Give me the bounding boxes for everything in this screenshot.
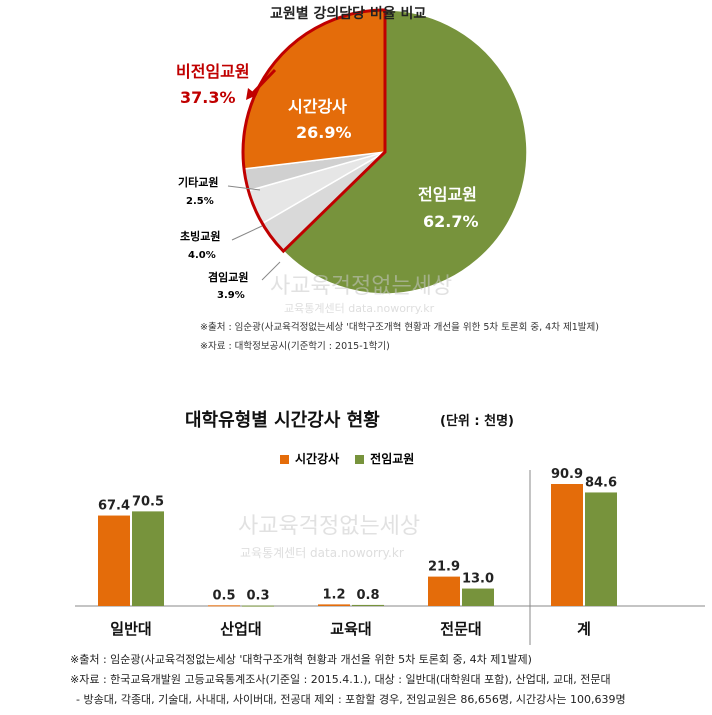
bar-title: 대학유형별 시간강사 현황 <box>185 410 380 431</box>
slice-label-part-time: 시간강사 <box>288 97 347 116</box>
bar-3-0 <box>428 576 460 606</box>
leader-line-2 <box>261 261 281 281</box>
legend: 시간강사 전임교원 <box>280 452 414 466</box>
bar-3-1 <box>462 588 494 606</box>
annotation-label: 비전임교원 <box>176 62 250 81</box>
slice-value-part-time: 26.9% <box>296 123 352 142</box>
legend-swatch-part-time <box>280 454 289 464</box>
bar-label-3-0: 21.9 <box>428 560 460 575</box>
category-label-2: 교육대 <box>330 620 371 638</box>
bar-label-0-1: 70.5 <box>132 494 164 509</box>
bar-1-1 <box>242 605 274 607</box>
bar-unit: (단위 : 천명) <box>440 414 514 429</box>
watermark-sub-2: 교육통계센터 data.noworry.kr <box>240 546 404 560</box>
annotation-arrow <box>248 68 277 98</box>
pie-data-note: ※자료 : 대학정보공시(기준학기 : 2015-1학기) <box>200 341 390 352</box>
annotation-arrowhead <box>246 88 257 100</box>
leader-line-1 <box>231 225 263 241</box>
slice-label-other: 기타교원 <box>178 176 219 189</box>
watermark-main-2: 사교육걱정없는세상 <box>238 514 421 539</box>
pie-title: 교원별 강의담당 비율 비교 <box>270 6 427 22</box>
slice-value-other: 2.5% <box>186 196 214 207</box>
pie-slice-4 <box>242 9 386 170</box>
pie-slice-0 <box>282 9 528 295</box>
category-label-1: 산업대 <box>220 620 261 638</box>
bar-0-0 <box>98 515 130 606</box>
slice-value-full-time: 62.7% <box>423 212 479 231</box>
bar-label-1-0: 0.5 <box>212 588 235 603</box>
category-label-3: 전문대 <box>440 620 481 638</box>
bar-label-4-1: 84.6 <box>585 475 617 490</box>
legend-label-full-time: 전임교원 <box>370 452 415 466</box>
pie-source-note: ※출처 : 임순광(사교육걱정없는세상 '대학구조개혁 현황과 개선을 위한 5… <box>200 322 599 333</box>
slice-value-invited: 4.0% <box>188 250 216 261</box>
bar-4-1 <box>585 492 617 606</box>
bar-2-1 <box>352 604 384 606</box>
bar-data-note: ※자료 : 한국교육개발원 고등교육통계조사(기준일 : 2015.4.1.),… <box>70 673 611 686</box>
bar-label-4-0: 90.9 <box>551 467 583 482</box>
bar-source-note: ※출처 : 임순광(사교육걱정없는세상 '대학구조개혁 현황과 개선을 위한 5… <box>70 653 532 666</box>
bar-label-2-0: 1.2 <box>322 587 345 602</box>
slice-value-adjunct: 3.9% <box>217 290 245 301</box>
legend-label-part-time: 시간강사 <box>295 452 340 466</box>
category-label-4: 계 <box>577 620 591 638</box>
bar-4-0 <box>551 484 583 606</box>
watermark-sub: 교육통계센터 data.noworry.kr <box>284 302 435 315</box>
leader-line-0 <box>227 185 261 191</box>
bar-2-0 <box>318 604 350 606</box>
bar-0-1 <box>132 511 164 606</box>
bar-label-2-1: 0.8 <box>356 588 379 603</box>
legend-swatch-full-time <box>355 454 365 464</box>
watermark-main: 사교육걱정없는세상 <box>270 274 453 299</box>
slice-label-invited: 초빙교원 <box>180 230 221 243</box>
slice-label-full-time: 전임교원 <box>418 185 477 204</box>
non-tenure-outline <box>241 8 387 254</box>
bar-label-0-0: 67.4 <box>98 499 130 514</box>
annotation-value: 37.3% <box>180 88 236 107</box>
category-label-0: 일반대 <box>110 620 151 638</box>
bar-label-1-1: 0.3 <box>246 589 269 604</box>
bar-1-0 <box>208 605 240 607</box>
bar-label-3-1: 13.0 <box>462 572 494 587</box>
slice-label-adjunct: 겸임교원 <box>208 271 249 284</box>
bar-exclusion-note: - 방송대, 각종대, 기술대, 사내대, 사이버대, 전공대 제외 : 포함할… <box>76 693 626 706</box>
